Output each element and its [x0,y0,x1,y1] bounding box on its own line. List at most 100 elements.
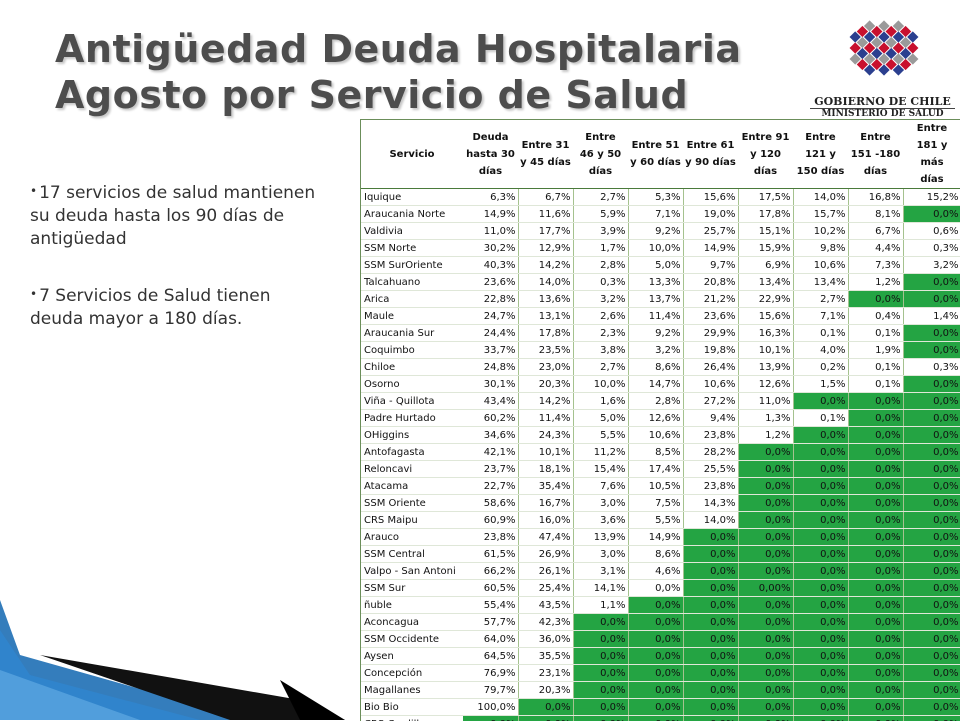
value-cell: 0,0% [738,478,793,495]
value-cell: 3,0% [573,546,628,563]
value-cell: 0,0% [903,393,960,410]
value-cell: 0,0% [738,614,793,631]
value-cell: 0,0% [903,716,960,721]
value-cell: 0,0% [683,699,738,716]
value-cell: 0,0% [903,291,960,308]
service-name-cell: Coquimbo [361,342,463,359]
value-cell: 0,0% [683,597,738,614]
value-cell: 13,6% [518,291,573,308]
value-cell: 0,0% [903,631,960,648]
value-cell: 0,0% [848,461,903,478]
value-cell: 0,0% [848,614,903,631]
value-cell: 34,6% [463,427,518,444]
value-cell: 10,0% [573,376,628,393]
value-cell: 15,6% [738,308,793,325]
value-cell: 14,0% [683,512,738,529]
value-cell: 0,0% [628,699,683,716]
value-cell: 13,7% [628,291,683,308]
value-cell: 0,0% [793,461,848,478]
value-cell: 0,0% [573,631,628,648]
value-cell: 8,6% [628,359,683,376]
value-cell: 0,0% [903,495,960,512]
value-cell: 35,5% [518,648,573,665]
value-cell: 0,0% [793,512,848,529]
value-cell: 23,6% [463,274,518,291]
value-cell: 0,0% [683,716,738,721]
value-cell: 20,3% [518,376,573,393]
government-label: GOBIERNO DE CHILE MINISTERIO DE SALUD [810,95,955,120]
service-name-cell: Viña - Quillota [361,393,463,410]
value-cell: 2,6% [573,308,628,325]
value-cell: 23,5% [518,342,573,359]
value-cell: 0,0% [903,529,960,546]
value-cell: 23,8% [463,529,518,546]
service-name-cell: Araucania Sur [361,325,463,342]
service-name-cell: Concepción [361,665,463,682]
value-cell: 2,3% [573,325,628,342]
value-cell: 0,0% [573,648,628,665]
value-cell: 3,2% [903,257,960,274]
value-cell: 3,6% [573,512,628,529]
service-name-cell: SSM Norte [361,240,463,257]
value-cell: 43,4% [463,393,518,410]
value-cell: 0,0% [793,716,848,721]
value-cell: 0,0% [738,512,793,529]
value-cell: 0,0% [848,665,903,682]
value-cell: 14,0% [793,189,848,206]
value-cell: 0,0% [903,699,960,716]
value-cell: 17,4% [628,461,683,478]
value-cell: 0,0% [793,665,848,682]
value-cell: 0,00% [738,580,793,597]
value-cell: 13,3% [628,274,683,291]
value-cell: 8,1% [848,206,903,223]
service-name-cell: SSM SurOriente [361,257,463,274]
value-cell: 8,6% [628,546,683,563]
service-name-cell: Aconcagua [361,614,463,631]
service-name-cell: SSM Occidente [361,631,463,648]
value-cell: 10,1% [738,342,793,359]
value-cell: 4,4% [848,240,903,257]
value-cell: 0,0% [848,716,903,721]
value-cell: 9,7% [683,257,738,274]
value-cell: 0,2% [793,359,848,376]
value-cell: 0,0% [573,716,628,721]
value-cell: 14,3% [683,495,738,512]
value-cell: 14,9% [628,529,683,546]
value-cell: 0,0% [793,580,848,597]
service-name-cell: Reloncavi [361,461,463,478]
value-cell: 13,9% [573,529,628,546]
value-cell: 0,0% [903,325,960,342]
value-cell: 23,0% [518,359,573,376]
value-cell: 0,1% [848,376,903,393]
value-cell: 100,0% [463,699,518,716]
value-cell: 6,7% [518,189,573,206]
value-cell: 0,0% [738,461,793,478]
value-cell: 24,7% [463,308,518,325]
value-cell: 0,0% [683,563,738,580]
value-cell: 15,2% [903,189,960,206]
value-cell: 17,7% [518,223,573,240]
value-cell: 28,2% [683,444,738,461]
value-cell: 17,8% [738,206,793,223]
value-cell: 40,3% [463,257,518,274]
value-cell: 42,3% [518,614,573,631]
value-cell: 0,0% [848,393,903,410]
service-name-cell: Maule [361,308,463,325]
value-cell: 3,1% [573,563,628,580]
service-name-cell: Atacama [361,478,463,495]
value-cell: 5,0% [573,410,628,427]
value-cell: 3,0% [573,495,628,512]
value-cell: 1,5% [793,376,848,393]
